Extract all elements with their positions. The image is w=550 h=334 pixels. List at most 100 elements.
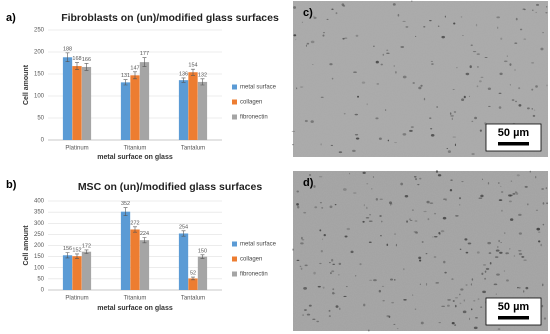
cell-speck (308, 174, 312, 176)
x-tick-label: Titanium (124, 296, 147, 302)
cell-speck (507, 194, 512, 197)
bar (197, 81, 208, 140)
error-bar (84, 63, 89, 71)
cell-speck (542, 202, 545, 205)
cell-speck (308, 304, 312, 307)
y-axis-title: Cell amount (23, 225, 30, 266)
error-bar (200, 254, 205, 259)
cell-speck (425, 253, 428, 255)
cell-speck (503, 232, 506, 234)
cell-speck (328, 309, 331, 312)
cell-speck (441, 305, 446, 307)
cell-speck (318, 176, 323, 178)
cell-speck (332, 291, 335, 295)
cell-speck (402, 133, 407, 136)
cell-speck (411, 209, 414, 212)
x-axis-title: metal surface on glass (97, 305, 173, 312)
cell-speck (509, 84, 511, 86)
cell-speck (437, 174, 442, 177)
cell-speck (441, 35, 445, 39)
cell-speck (453, 111, 457, 113)
cell-speck (519, 28, 523, 31)
bar (81, 66, 92, 140)
cell-speck (518, 232, 522, 235)
cell-speck (342, 37, 345, 40)
cell-speck (481, 178, 484, 181)
cell-speck (437, 25, 440, 27)
cell-speck (429, 202, 434, 204)
cell-speck (373, 279, 377, 282)
cell-speck (479, 129, 482, 132)
cell-speck (535, 85, 538, 88)
cell-speck (521, 256, 525, 258)
panel-label: b) (6, 179, 17, 191)
cell-speck (363, 303, 366, 307)
cell-speck (476, 53, 480, 55)
cell-speck (460, 16, 463, 18)
x-tick-label: Platinum (65, 296, 88, 302)
cell-speck (400, 46, 405, 48)
cell-speck (381, 285, 385, 287)
y-tick-label: 200 (34, 50, 45, 56)
cell-speck (500, 185, 502, 187)
cell-speck (496, 16, 500, 19)
legend-label: metal surface (240, 85, 277, 91)
cell-speck (524, 185, 528, 188)
cell-speck (412, 81, 415, 84)
y-tick-label: 0 (41, 288, 45, 294)
cell-speck (461, 181, 464, 183)
cell-speck (312, 63, 314, 65)
bar (120, 211, 131, 290)
cell-speck (529, 170, 531, 173)
cell-speck (505, 252, 510, 255)
cell-speck (319, 229, 322, 232)
cell-speck (380, 235, 382, 237)
cell-speck (499, 72, 503, 76)
cell-speck (434, 212, 437, 215)
cell-speck (463, 299, 465, 302)
error-bar (75, 62, 79, 70)
chart-title: Fibroblasts on (un)/modified glass surfa… (61, 12, 279, 24)
cell-speck (501, 209, 503, 212)
cell-speck (430, 60, 434, 62)
error-bar (65, 252, 70, 259)
value-label: 147 (130, 65, 139, 71)
cell-speck (345, 285, 348, 288)
scale-bar-box (485, 123, 542, 152)
cell-speck (303, 286, 308, 290)
cell-speck (526, 203, 529, 206)
cell-speck (515, 17, 518, 21)
cell-speck (405, 25, 409, 28)
cell-speck (430, 128, 433, 130)
cell-speck (459, 248, 462, 251)
cell-speck (513, 254, 516, 257)
bar (72, 256, 82, 290)
cell-speck (433, 256, 437, 258)
cell-speck (348, 172, 351, 175)
cell-speck (418, 256, 422, 260)
cell-speck (420, 84, 423, 87)
cell-speck (488, 252, 492, 255)
bar (197, 256, 208, 290)
cell-speck (300, 267, 303, 270)
cell-speck (379, 198, 383, 200)
scale-bar-label: 50 µm (498, 127, 530, 139)
cell-speck (354, 113, 359, 116)
cell-speck (500, 190, 504, 194)
error-bar (65, 52, 70, 62)
cell-speck (531, 9, 534, 11)
error-bar (133, 71, 137, 80)
cell-speck (343, 113, 346, 115)
cell-speck (329, 63, 333, 66)
cell-speck (523, 290, 525, 293)
cell-speck (413, 175, 417, 178)
cell-speck (419, 177, 422, 180)
cell-speck (304, 119, 308, 123)
cell-speck (331, 258, 334, 262)
cell-speck (335, 305, 339, 308)
cell-speck (470, 283, 472, 286)
bar (178, 233, 189, 290)
cell-speck (546, 84, 548, 87)
cell-speck (512, 193, 516, 195)
cell-speck (518, 87, 521, 90)
